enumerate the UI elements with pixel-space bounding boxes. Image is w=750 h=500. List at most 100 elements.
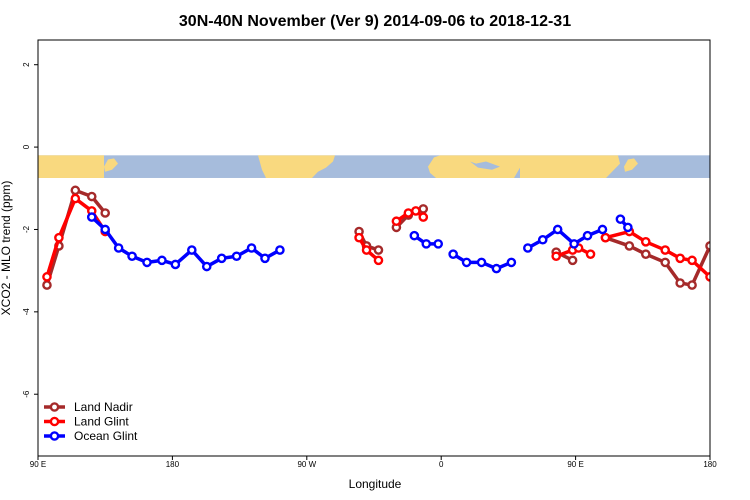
data-point [113, 243, 124, 253]
data-point [409, 230, 420, 241]
legend-label: Land Glint [74, 415, 129, 429]
map-land-asia-east [520, 155, 620, 178]
chart-title: 30N-40N November (Ver 9) 2014-09-06 to 2… [179, 13, 571, 30]
data-point [705, 241, 710, 251]
x-tick-label: 90 E [567, 460, 583, 469]
data-point [391, 216, 402, 227]
data-point [373, 255, 384, 266]
data-point [552, 224, 563, 235]
series-ocean-glint [86, 212, 633, 274]
data-point [142, 257, 152, 268]
data-point [231, 251, 242, 262]
data-point [569, 239, 579, 249]
y-tick-label: -6 [22, 390, 31, 398]
x-tick-label: 180 [166, 460, 180, 469]
y-tick-label: -2 [22, 225, 31, 233]
legend-swatch-marker [49, 431, 60, 441]
y-axis: 2 0 -2 -4 -6 [22, 62, 38, 398]
data-point [741, 193, 748, 200]
data-point [623, 222, 633, 233]
data-point [42, 280, 52, 290]
data-point [448, 249, 458, 259]
data-point [491, 263, 502, 274]
data-point [585, 249, 596, 259]
data-point [461, 257, 472, 268]
data-point [675, 253, 685, 264]
data-point [275, 245, 285, 255]
y-tick-label: 2 [22, 62, 31, 67]
data-point [170, 259, 181, 270]
data-point [724, 234, 731, 241]
x-axis: 90 E 180 90 W 0 90 E 180 [30, 456, 717, 469]
data-point [597, 224, 608, 235]
x-tick-label: 90 E [30, 460, 46, 469]
data-point [660, 257, 671, 268]
data-point [687, 255, 697, 266]
data-point [42, 272, 52, 282]
data-point [687, 280, 697, 290]
data-point [724, 187, 731, 194]
plot-frame [37, 39, 711, 457]
data-point [640, 249, 651, 259]
data-point [433, 239, 444, 249]
data-point [157, 255, 167, 266]
data-point [640, 237, 651, 247]
data-point [418, 212, 429, 222]
data-point [600, 232, 611, 243]
x-axis-label: Longitude [349, 477, 402, 491]
series-line [744, 199, 750, 232]
x-tick-label: 0 [439, 460, 444, 469]
y-tick-label: -4 [22, 308, 31, 316]
data-point [361, 245, 372, 255]
world-map-band [38, 155, 710, 178]
data-point [100, 224, 110, 235]
data-point [624, 241, 635, 251]
data-point [86, 191, 97, 202]
data-point [100, 208, 110, 218]
map-land-japan [104, 158, 118, 172]
y-tick-label: 0 [22, 144, 31, 149]
data-point [127, 251, 137, 262]
data-point [411, 206, 421, 216]
data-point [421, 239, 432, 249]
map-land-north-america [258, 155, 335, 178]
y-axis-label: XCO2 - MLO trend (ppm) [0, 181, 13, 316]
legend-item: Land Glint [44, 415, 129, 429]
data-point [246, 243, 257, 253]
legend-item: Ocean Glint [44, 429, 138, 443]
data-point [418, 204, 429, 214]
data-point [675, 278, 685, 288]
data-point [70, 185, 81, 196]
data-point [741, 195, 748, 202]
legend-swatch-marker [49, 416, 60, 427]
series-layer [42, 185, 750, 290]
series-land-glint [42, 193, 750, 282]
map-land-mediterranean [470, 161, 500, 170]
data-point [86, 212, 97, 222]
data-point [54, 232, 64, 243]
series-line [90, 215, 281, 269]
data-point [660, 245, 671, 255]
data-point [705, 272, 710, 282]
x-tick-label: 90 W [297, 460, 316, 469]
legend-label: Land Nadir [74, 400, 133, 414]
data-point [216, 253, 227, 264]
data-point [201, 261, 212, 272]
data-point [567, 255, 578, 266]
data-point [354, 232, 364, 243]
series-line [744, 197, 750, 213]
legend-swatch-marker [49, 402, 60, 412]
data-point [187, 245, 197, 255]
data-point [476, 257, 487, 268]
legend-item: Land Nadir [44, 400, 133, 414]
data-point [70, 193, 81, 204]
data-point [523, 243, 533, 253]
map-land-asia-west [38, 155, 104, 178]
legend-label: Ocean Glint [74, 429, 138, 443]
map-land-japan-2 [624, 158, 638, 172]
map-land-europe-africa [428, 155, 520, 178]
x-tick-label: 180 [703, 460, 717, 469]
data-point [582, 230, 593, 241]
